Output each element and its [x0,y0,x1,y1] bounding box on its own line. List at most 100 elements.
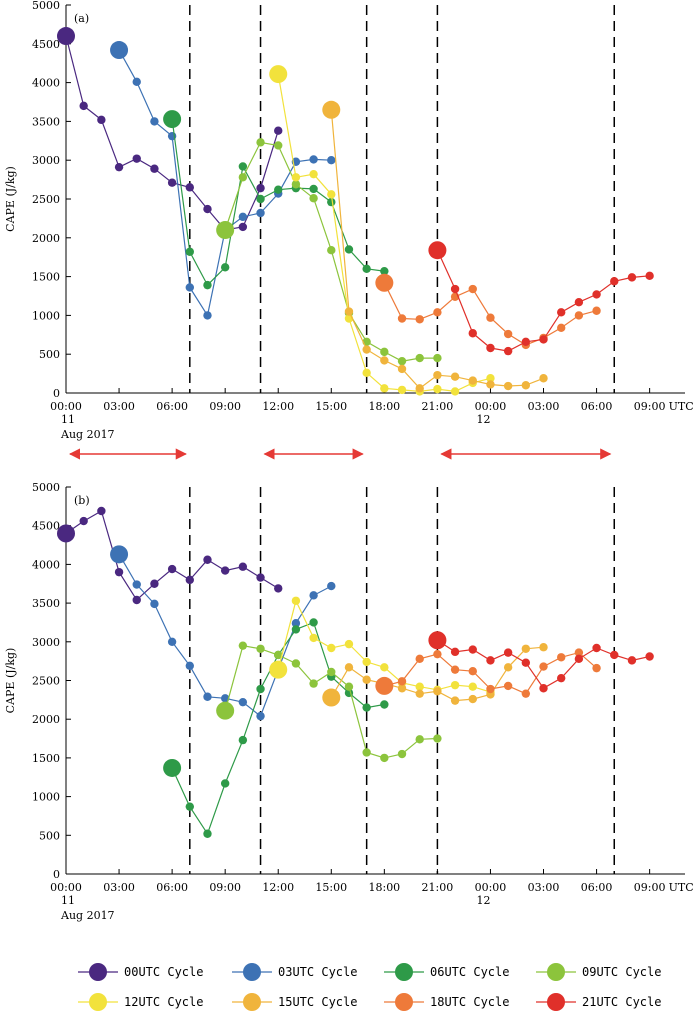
series-start-marker [216,701,235,720]
x-axis-unit: UTC [669,881,694,894]
y-tick-label: 500 [39,829,60,842]
data-point [468,694,477,704]
series-09utc-cycle [216,641,442,763]
x-tick-label: 03:00 [528,400,560,413]
data-point [220,779,230,788]
series-03utc-cycle [110,41,336,320]
data-point [468,329,477,338]
x-date-day: 11 [61,894,75,907]
legend-label: 12UTC Cycle [124,995,203,1009]
y-tick-label: 2500 [32,675,60,688]
data-point [415,315,424,324]
data-point [627,273,637,282]
x-tick-label: 21:00 [422,881,454,894]
data-point [238,222,248,232]
series-03utc-cycle [110,545,336,721]
legend-label: 21UTC Cycle [582,995,661,1009]
series-09utc-cycle [216,138,442,366]
data-point [450,696,460,705]
x-tick-label: 21:00 [422,400,454,413]
series-line [65,510,279,601]
data-point [344,245,354,254]
data-point [486,343,495,353]
legend-item: 00UTC Cycle [78,963,203,981]
data-point [256,194,265,204]
legend-item: 03UTC Cycle [232,963,357,981]
data-point [291,619,301,628]
x-tick-label: 18:00 [368,881,400,894]
data-point [150,579,159,588]
legend-label: 15UTC Cycle [278,995,357,1009]
data-point [132,595,141,605]
data-point [238,697,248,707]
data-point [185,183,194,192]
data-point [557,308,566,317]
data-point [503,381,513,391]
series-line [118,553,332,718]
data-point [503,329,513,339]
data-point [397,356,407,366]
data-point [167,564,177,574]
data-point [150,117,159,126]
data-point [415,353,424,363]
x-tick-label: 09:00 [209,881,241,894]
data-point [433,353,442,363]
x-date-month-year: Aug 2017 [60,428,115,441]
data-point [167,637,177,646]
y-tick-label: 4000 [32,558,60,571]
data-point [114,567,124,577]
legend-item: 21UTC Cycle [536,993,661,1011]
series-start-marker [375,676,394,695]
data-point [415,654,424,664]
panel-label: (a) [74,12,89,25]
data-point [238,641,248,650]
series-21utc-cycle [428,631,654,693]
data-point [256,183,265,193]
data-point [291,180,301,189]
data-point [415,384,424,393]
data-point [309,184,318,194]
legend-label: 06UTC Cycle [430,965,509,979]
data-point [220,694,230,703]
data-point [397,314,407,323]
data-point [256,711,265,721]
data-point [380,700,389,709]
data-point [450,372,460,381]
series-00utc-cycle [57,506,283,605]
data-point [486,380,495,389]
data-point [362,345,371,354]
data-point [574,648,584,657]
data-point [397,364,407,374]
data-point [450,284,460,294]
x-tick-label: 06:00 [581,400,613,413]
data-point [592,290,601,299]
data-point [327,667,336,677]
data-point [450,387,460,396]
data-point [274,650,283,660]
data-point [203,829,212,838]
data-point [468,645,477,654]
data-point [486,684,495,694]
data-point [309,155,318,164]
data-point [486,313,495,322]
data-point [397,677,407,686]
data-point [150,599,159,609]
y-tick-label: 0 [53,387,60,400]
y-tick-label: 3000 [32,154,60,167]
data-point [309,618,318,627]
data-point [344,307,354,316]
data-point [468,376,477,385]
x-tick-label: 06:00 [156,400,188,413]
data-point [450,647,460,657]
series-18utc-cycle [375,648,601,698]
x-tick-label: 18:00 [368,400,400,413]
data-point [415,682,424,691]
data-point [203,555,212,564]
legend: 00UTC Cycle 03UTC Cycle 06UTC Cycle 09UTC C… [78,963,661,1011]
data-point [309,169,318,179]
data-point [132,580,141,589]
data-point [238,735,248,745]
data-point [309,591,318,600]
x-tick-label: 00:00 [475,400,507,413]
